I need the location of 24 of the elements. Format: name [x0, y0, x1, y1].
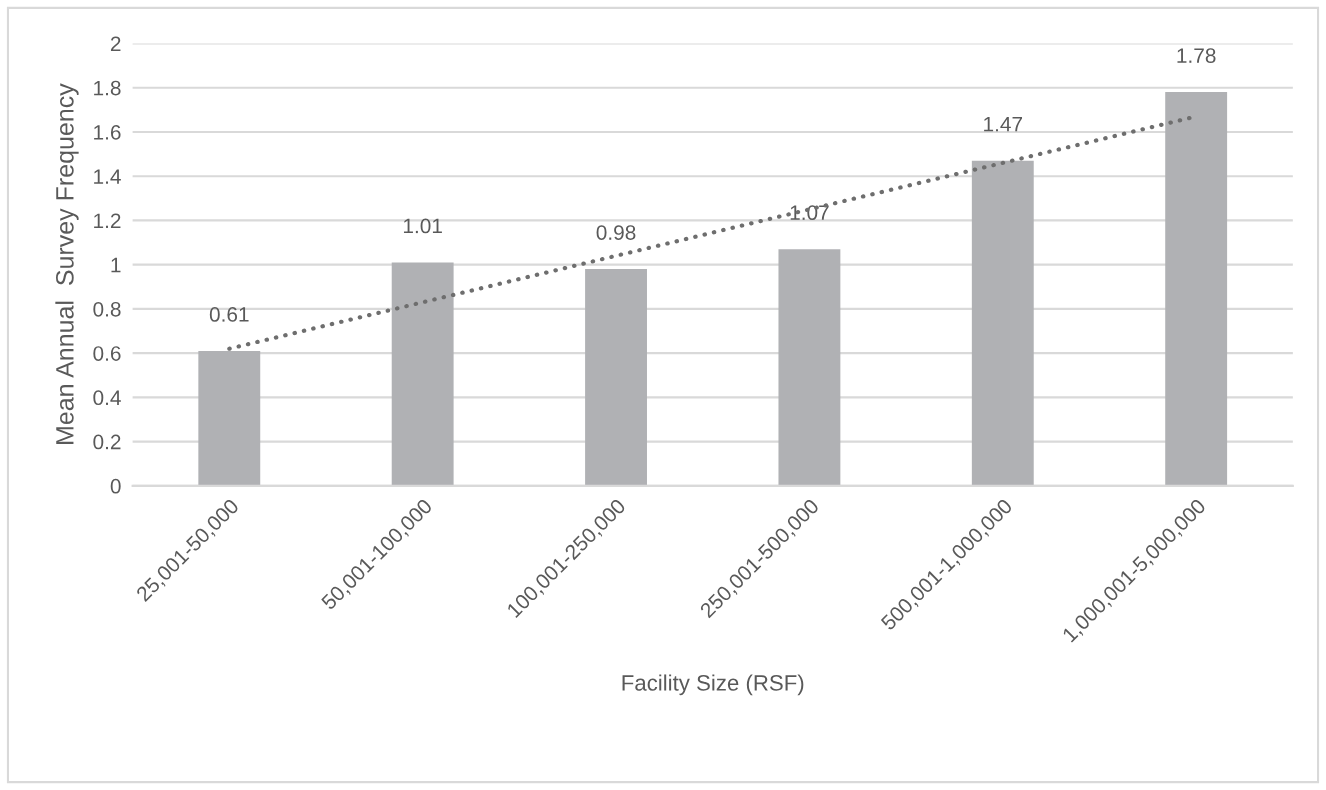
bar	[198, 350, 261, 486]
y-tick-label: 1.8	[94, 80, 121, 96]
y-tick-label: 0.8	[93, 301, 121, 317]
y-tick-label: 1.2	[94, 213, 121, 228]
data-label: 1.78	[1177, 48, 1216, 63]
bar	[585, 269, 647, 486]
bar	[391, 262, 454, 486]
y-tick-label: 1.6	[94, 124, 121, 140]
y-tick-label: 1	[111, 257, 121, 273]
data-label: 1.01	[403, 218, 442, 234]
data-label: 0.61	[209, 307, 249, 322]
y-axis-title: Mean Annual Survey Frequency	[55, 83, 79, 444]
y-tick-label: 0.2	[93, 434, 121, 450]
y-tick-label: 1.4	[94, 169, 121, 184]
y-tick-label: 0.4	[93, 390, 121, 406]
data-label: 0.98	[596, 225, 636, 240]
y-tick-label: 2	[110, 36, 121, 51]
bar	[1165, 92, 1228, 486]
bar	[778, 249, 841, 486]
y-tick-label: 0	[110, 478, 121, 494]
x-axis-title: Facility Size (RSF)	[622, 674, 804, 696]
y-tick-label: 0.6	[93, 346, 121, 361]
data-label: 1.47	[984, 117, 1023, 132]
bar	[971, 160, 1034, 486]
